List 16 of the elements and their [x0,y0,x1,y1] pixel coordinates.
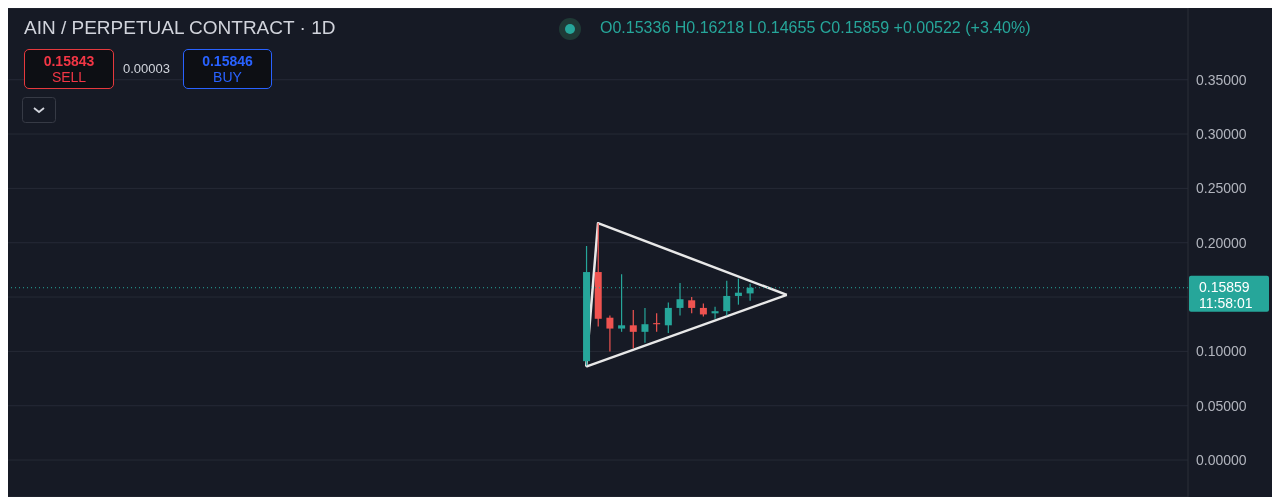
y-tick-label: 0.25000 [1196,180,1247,197]
annotation: BUY [212,69,243,85]
text: AIN / PERPETUAL CONTRACT · 1D [24,17,336,39]
y-tick-label: 0.35000 [1196,71,1247,88]
y-tick-label: 0.30000 [1196,126,1247,143]
y-tick-label: 0.20000 [1196,234,1247,251]
ref-line-label: 0.15859 [1199,278,1250,295]
y-tick-label: 0.10000 [1196,343,1247,360]
annotation: 0.00003 [123,61,170,76]
annotation: O0.15336 H0.16218 L0.14655 C0.15859 +0.00522 (+3.40%) [600,19,1031,37]
text: 11:58:01 [1199,294,1253,311]
annotation: 0.15846 [201,53,254,69]
y-tick-label: 0.05000 [1196,397,1247,414]
y-tick-label: 0.00000 [1196,452,1247,469]
annotation: 0.15843 [42,53,96,69]
annotation: SELL [50,69,88,85]
